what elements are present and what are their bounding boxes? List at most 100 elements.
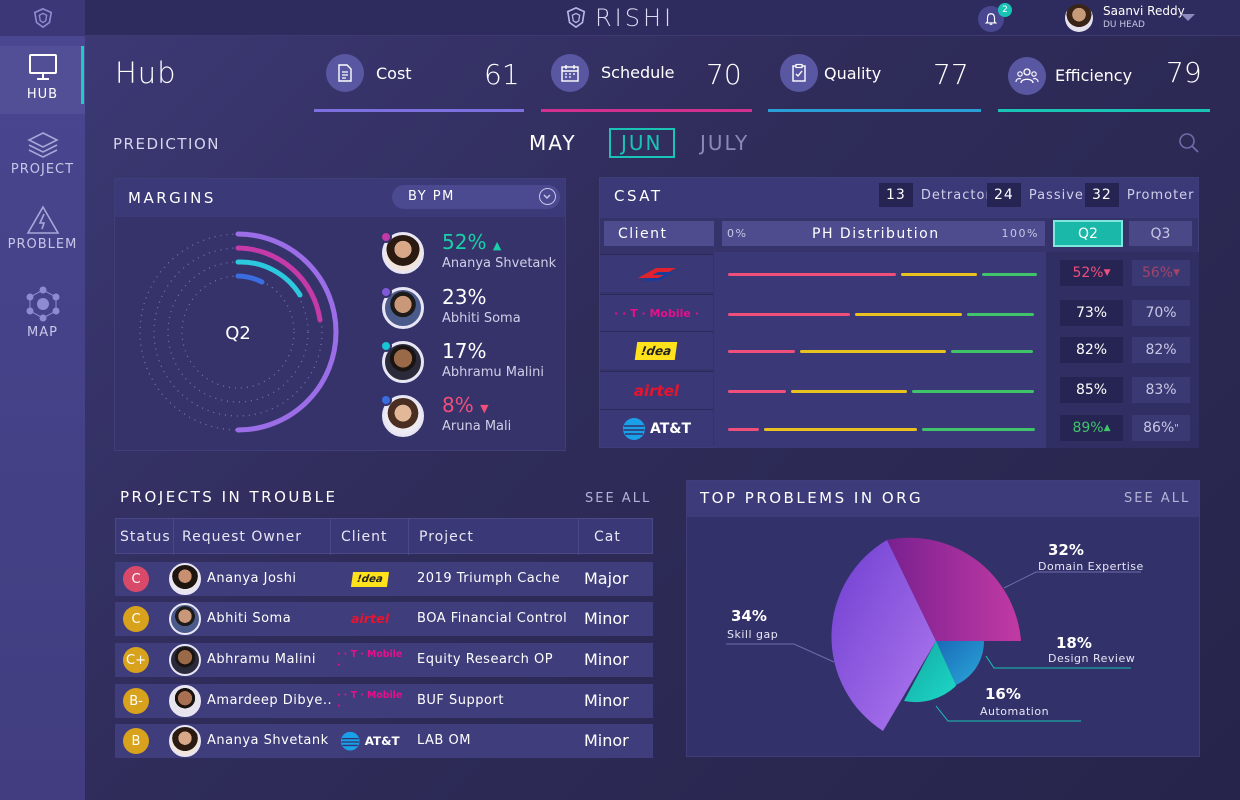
boa-logo-icon (637, 267, 676, 281)
metric-value: 70 (706, 58, 742, 91)
team-icon (1008, 57, 1046, 95)
network-icon (26, 286, 59, 322)
avatar (382, 341, 424, 383)
csat-q3-score: 86% " (1132, 415, 1190, 441)
csat-q3-score: 83% (1132, 377, 1190, 403)
tab-q2[interactable]: Q2 (1053, 220, 1123, 247)
csat-q2-score: 85% (1060, 377, 1123, 403)
metric-label: Quality (824, 64, 882, 83)
table-row[interactable]: C Abhiti Soma airtel BOA Financial Control M… (115, 602, 653, 636)
table-row[interactable]: C Ananya Joshi !dea 2019 Triumph Cache Major (115, 562, 653, 596)
metric-schedule[interactable]: Schedule 70 (541, 50, 752, 112)
pie-label-text: Design Review (1048, 652, 1136, 665)
request-owner: Ananya Shvetank (207, 733, 329, 748)
pm-name: Abhiti Soma (442, 311, 521, 326)
csat-promoter: 32 Promoter (1085, 182, 1195, 208)
by-pm-dropdown[interactable]: BY PM (392, 185, 560, 209)
metric-value: 61 (484, 58, 520, 91)
bell-icon (984, 13, 998, 25)
col-client[interactable]: Client (331, 519, 409, 555)
sidebar-item-map[interactable]: MAP (0, 285, 85, 345)
dist-bar-segment (764, 428, 917, 431)
dist-bar-segment (951, 350, 1033, 353)
pm-name: Ananya Shvetank (442, 256, 557, 271)
margins-radial-chart: Q2 (139, 231, 339, 433)
metric-label: Efficiency (1055, 66, 1133, 85)
margin-arc-abhramu (235, 259, 303, 298)
col-client[interactable]: Client (604, 221, 714, 246)
project-name: LAB OM (417, 733, 471, 748)
sidebar-item-problem[interactable]: PROBLEM (0, 205, 85, 265)
problems-see-all-link[interactable]: SEE ALL (1124, 491, 1191, 506)
category: Major (584, 569, 629, 588)
project-name: BUF Support (417, 693, 504, 708)
pie-slice-skill-gap[interactable] (831, 540, 936, 731)
metric-value: 79 (1166, 56, 1202, 89)
pm-row[interactable]: 23% Abhiti Soma (380, 285, 562, 335)
tab-q3[interactable]: Q3 (1129, 221, 1192, 246)
panel-header (687, 481, 1199, 517)
avatar (169, 603, 201, 635)
tmobile-logo-icon: · · T · Mobile · (614, 307, 699, 320)
project-name: BOA Financial Control (417, 611, 568, 626)
chevron-down-icon[interactable] (1181, 14, 1195, 21)
user-role: DU HEAD (1103, 20, 1145, 30)
col-distribution[interactable]: 0% PH Distribution 100% (722, 221, 1045, 246)
projects-table-header: Status Request Owner Client Project Cat (115, 518, 653, 555)
sidebar-item-label: HUB (26, 87, 59, 102)
leader-line (985, 655, 1131, 669)
pm-row[interactable]: 17% Abhramu Malini (380, 339, 562, 389)
user-avatar[interactable] (1065, 4, 1093, 32)
user-name[interactable]: Saanvi Reddy (1103, 4, 1185, 18)
csat-passive: 24 Passive (987, 182, 1084, 208)
csat-client-cell (600, 254, 713, 292)
pm-row[interactable]: 52% ▲ Ananya Shvetank (380, 230, 562, 280)
dist-min: 0% (727, 227, 748, 240)
avatar (169, 644, 201, 676)
table-row[interactable]: B- Amardeep Dibye.. · · T · Mobile · BUF Su… (115, 684, 653, 718)
sidebar-logo (0, 0, 85, 36)
metric-quality[interactable]: Quality 77 (768, 50, 981, 112)
category: Minor (584, 650, 629, 669)
projects-see-all-link[interactable]: SEE ALL (585, 491, 652, 506)
col-category[interactable]: Cat (594, 529, 621, 545)
col-project[interactable]: Project (409, 519, 579, 555)
sidebar-item-project[interactable]: PROJECT (0, 130, 85, 190)
csat-q2-score: 52% ▼ (1060, 260, 1123, 286)
metric-label: Schedule (601, 63, 675, 82)
leader-line (935, 705, 1081, 722)
col-request-owner[interactable]: Request Owner (174, 519, 331, 555)
month-jun[interactable]: JUN (609, 128, 675, 158)
month-may[interactable]: MAY (529, 131, 577, 155)
pm-percent: 8% ▼ (442, 393, 489, 417)
calendar-icon (551, 54, 589, 92)
tmobile-logo-icon: · · T · Mobile · (337, 649, 403, 671)
pm-percent: 52% ▲ (442, 230, 502, 254)
pie-slice-domain-expertise[interactable] (887, 537, 1021, 641)
col-status[interactable]: Status (116, 519, 174, 555)
month-july[interactable]: JULY (700, 131, 750, 155)
dist-bar-segment (728, 390, 786, 393)
table-row[interactable]: B Ananya Shvetank AT&T LAB OM Minor (115, 724, 653, 758)
pie-label-text: Domain Expertise (1038, 560, 1144, 573)
table-row[interactable]: C+ Abhramu Malini · · T · Mobile · Equity R… (115, 643, 653, 677)
category: Minor (584, 731, 629, 750)
metric-cost[interactable]: Cost 61 (314, 50, 524, 112)
dist-bar-segment (728, 350, 795, 353)
dist-bar-segment (728, 273, 896, 276)
status-badge: C (123, 566, 149, 592)
pie-slice-design-review[interactable] (936, 641, 985, 685)
prediction-label: PREDICTION (113, 135, 221, 153)
avatar (169, 725, 201, 757)
dist-bar-segment (728, 428, 759, 431)
client-logo: · · T · Mobile · (337, 649, 403, 671)
sidebar-item-hub[interactable]: HUB (0, 46, 85, 114)
pm-row[interactable]: 8% ▼ Aruna Mali (380, 393, 562, 443)
legend-dot (380, 286, 392, 298)
pie-slice-automation-outer[interactable] (904, 641, 956, 703)
problems-title: TOP PROBLEMS IN ORG (700, 489, 924, 507)
search-icon[interactable] (1178, 132, 1200, 154)
dist-title: PH Distribution (812, 225, 940, 242)
brand: RISHI (565, 4, 674, 32)
metric-efficiency[interactable]: Efficiency 79 (998, 50, 1210, 112)
